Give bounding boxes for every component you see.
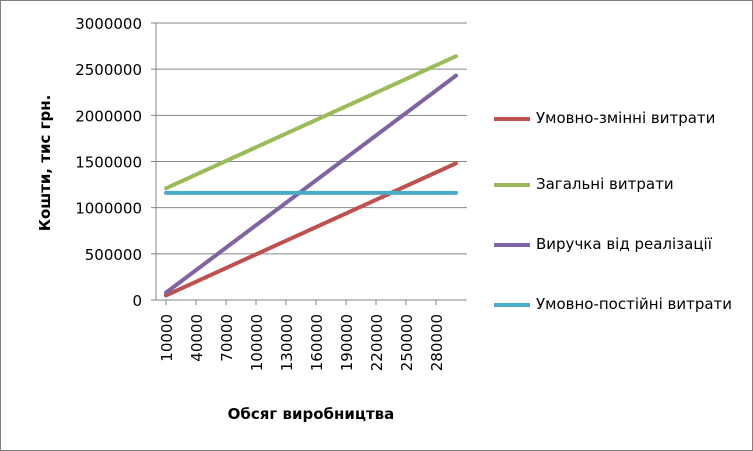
series-line-1 xyxy=(164,161,458,298)
y-tick-label: 3000000 xyxy=(75,15,142,33)
y-tick-label: 0 xyxy=(132,292,142,310)
y-tick-label: 500000 xyxy=(85,246,142,264)
x-tick-label: 100000 xyxy=(248,314,266,371)
x-tick-label: 40000 xyxy=(188,314,206,362)
series-line-2 xyxy=(164,54,458,191)
legend-swatch xyxy=(494,303,530,307)
x-tick-label: 160000 xyxy=(308,314,326,371)
axes xyxy=(151,22,467,305)
legend-label: Умовно-змінні витрати xyxy=(536,109,716,127)
legend-label: Умовно-постійні витрати xyxy=(536,295,733,313)
legend-label: Загальні витрати xyxy=(536,175,674,193)
y-tick-label: 1500000 xyxy=(75,154,142,172)
x-tick-label: 10000 xyxy=(158,314,176,362)
x-tick-label: 280000 xyxy=(428,314,446,371)
x-tick-label: 250000 xyxy=(398,314,416,371)
y-tick-label: 2500000 xyxy=(75,61,142,79)
y-tick-label: 1000000 xyxy=(75,200,142,218)
series-lines xyxy=(164,54,458,298)
series-line-3 xyxy=(164,73,458,295)
y-axis-title: Кошти, тис грн. xyxy=(36,95,54,232)
legend-label: Виручка від реалізації xyxy=(536,235,712,253)
x-tick-label: 130000 xyxy=(278,314,296,371)
y-tick-label: 2000000 xyxy=(75,107,142,125)
gridlines xyxy=(156,22,467,255)
x-tick-label: 220000 xyxy=(368,314,386,371)
tick-labels: 0 500000 1000000 1500000 2000000 2500000 30000… xyxy=(75,15,446,371)
legend-swatch xyxy=(494,117,530,121)
legend-swatch xyxy=(494,183,530,187)
x-axis-title: Обсяг виробництва xyxy=(228,405,395,423)
x-tick-label: 70000 xyxy=(218,314,236,362)
legend-swatch xyxy=(494,243,530,247)
x-tick-label: 190000 xyxy=(338,314,356,371)
